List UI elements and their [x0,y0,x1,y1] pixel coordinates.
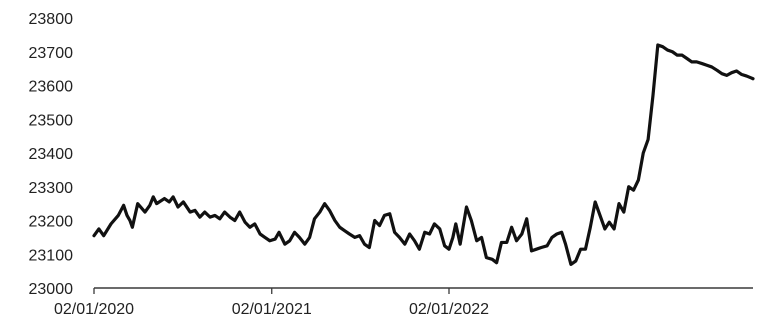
y-tick-label: 23600 [29,79,74,96]
y-tick-label: 23400 [29,146,74,163]
y-axis-tick-labels: 23000 23100 23200 23300 23400 23500 23600 23700… [29,11,74,298]
x-axis-tick-labels: 02/01/2020 02/01/2021 02/01/2022 [54,301,489,318]
y-tick-label: 23500 [29,112,74,129]
x-tick-label: 02/01/2021 [232,301,312,318]
y-tick-label: 23100 [29,247,74,264]
y-tick-label: 23200 [29,214,74,231]
x-tick-label: 02/01/2022 [409,301,489,318]
x-axis-ticks [93,288,450,294]
y-tick-label: 23300 [29,180,74,197]
x-tick-label: 02/01/2020 [54,301,134,318]
y-tick-label: 23700 [29,45,74,62]
y-tick-label: 23800 [29,11,74,28]
y-tick-label: 23000 [29,281,74,298]
series-line [92,43,755,266]
